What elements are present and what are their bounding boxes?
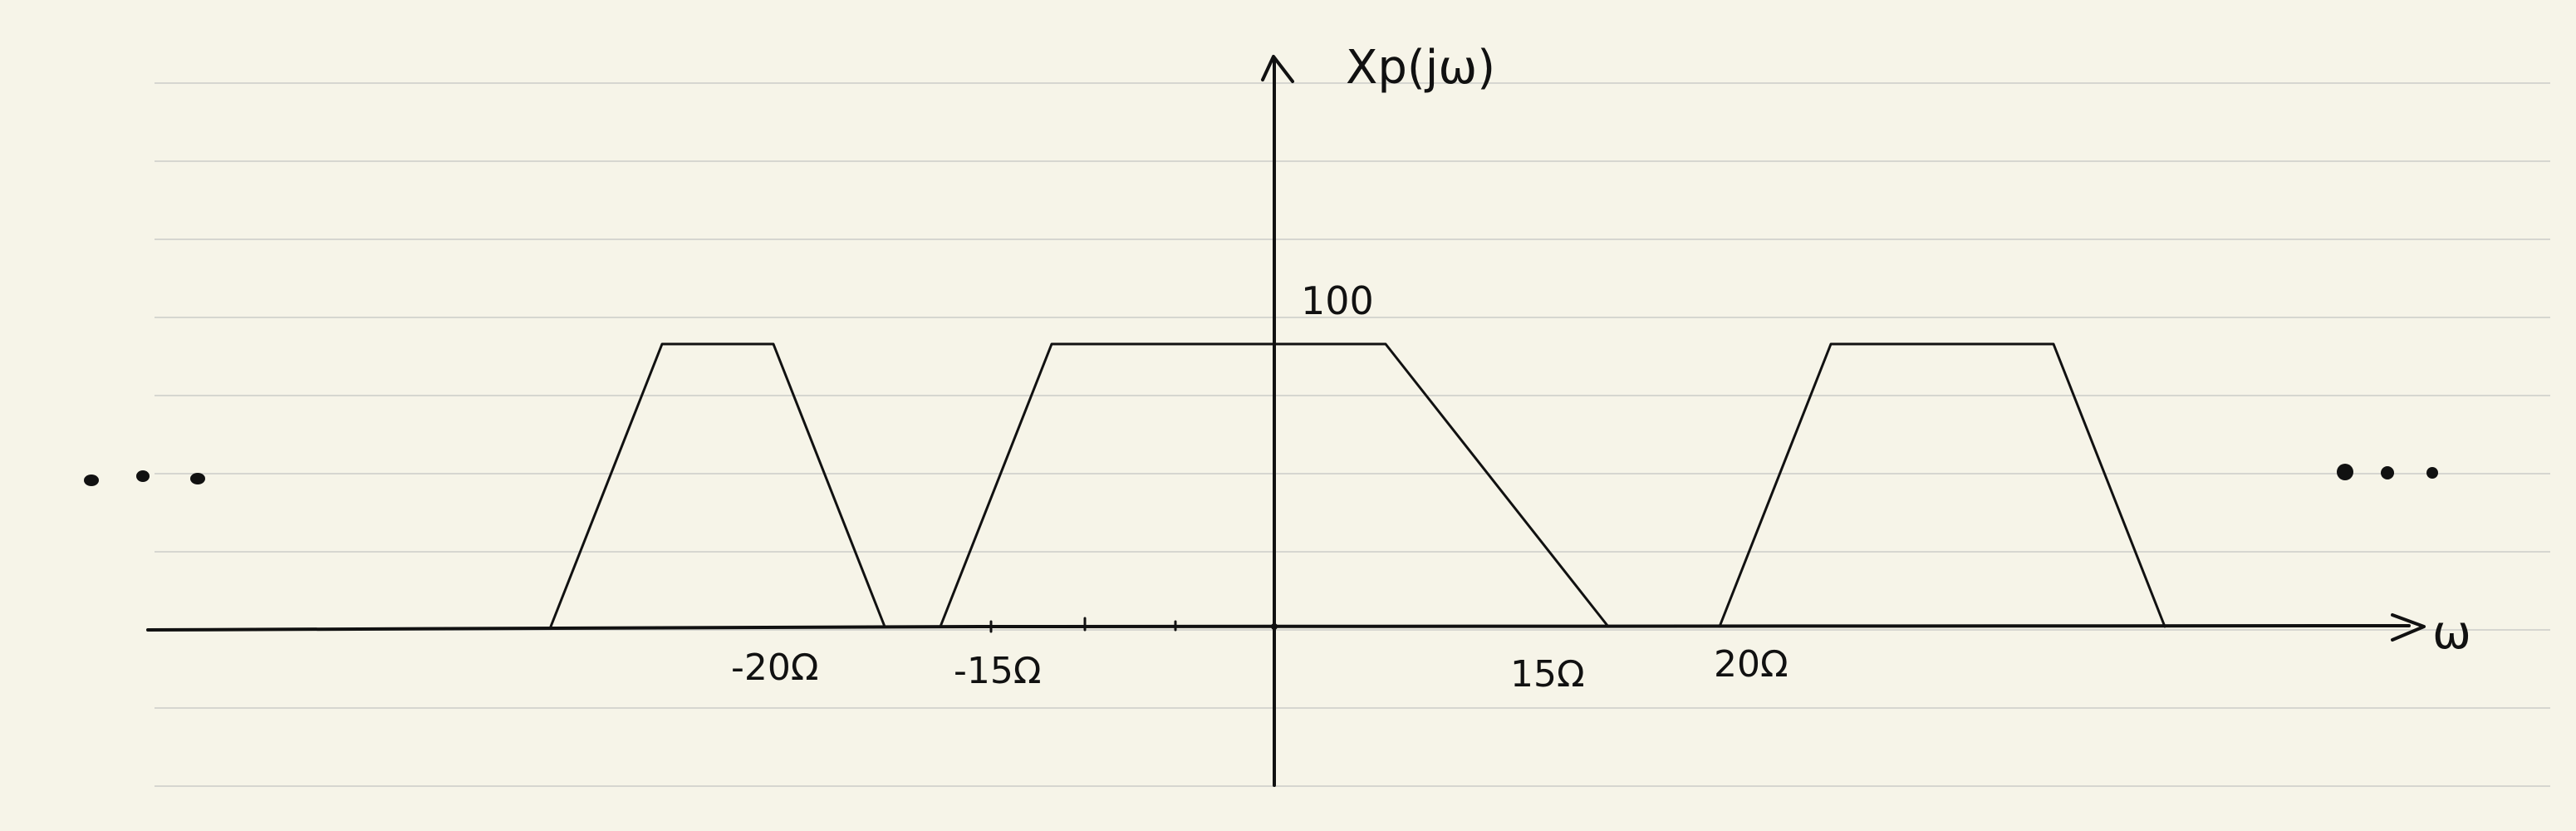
notebook-rules xyxy=(155,82,2550,787)
origin-ticks xyxy=(989,617,1278,633)
x-axis xyxy=(146,624,2411,632)
spectrum-replica-2 xyxy=(939,342,1610,628)
y-axis-arrowhead xyxy=(1261,55,1294,83)
continuation-dots-right xyxy=(2337,464,2438,480)
spectrum-replica-3 xyxy=(1718,342,2166,628)
y-axis-label: Xp(jω) xyxy=(1346,41,1495,95)
tick-label-15: 15Ω xyxy=(1510,653,1585,696)
x-axis-label: ω xyxy=(2432,606,2471,660)
continuation-dots-left xyxy=(84,470,205,486)
spectrum-replica-1 xyxy=(549,342,886,628)
peak-label: 100 xyxy=(1301,278,1374,323)
spectrum-replicas xyxy=(549,342,2166,628)
x-axis-arrowhead xyxy=(2391,613,2426,642)
x-tick-labels: -20Ω -15Ω 15Ω 20Ω xyxy=(731,643,1788,696)
axes xyxy=(146,55,2426,787)
tick-label-20: 20Ω xyxy=(1714,643,1788,686)
tick-label-neg-20: -20Ω xyxy=(731,647,819,689)
tick-label-neg-15: -15Ω xyxy=(954,650,1042,692)
